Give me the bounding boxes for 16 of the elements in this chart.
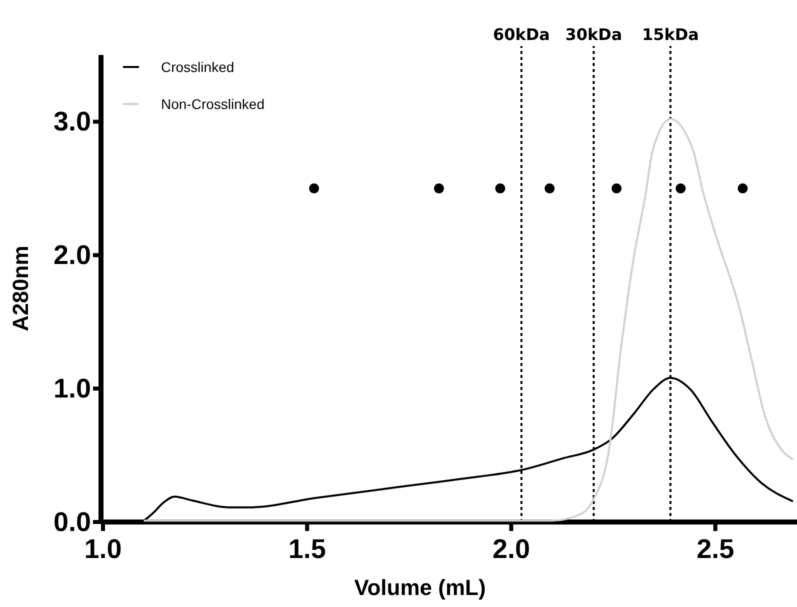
ref-line-label: 30kDa: [565, 25, 622, 44]
y-tick-label: 2.0: [53, 240, 91, 270]
y-axis-title: A280nm: [8, 246, 33, 332]
x-tick-label: 1.0: [84, 534, 122, 564]
y-tick-label: 3.0: [53, 106, 91, 137]
x-tick-label: 2.0: [492, 534, 530, 564]
legend-label: Non-Crosslinked: [161, 96, 264, 112]
y-tick-label: 0.0: [53, 507, 91, 537]
ref-line-label: 60kDa: [492, 25, 550, 44]
ref-line-label: 15kDa: [642, 25, 699, 44]
x-tick-label: 1.5: [288, 534, 326, 564]
legend-label: Crosslinked: [161, 59, 234, 75]
y-tick-label: 1.0: [53, 374, 91, 404]
x-axis-title: Volume (mL): [354, 575, 486, 600]
x-tick-label: 2.5: [696, 534, 734, 564]
line-series: [142, 118, 794, 522]
